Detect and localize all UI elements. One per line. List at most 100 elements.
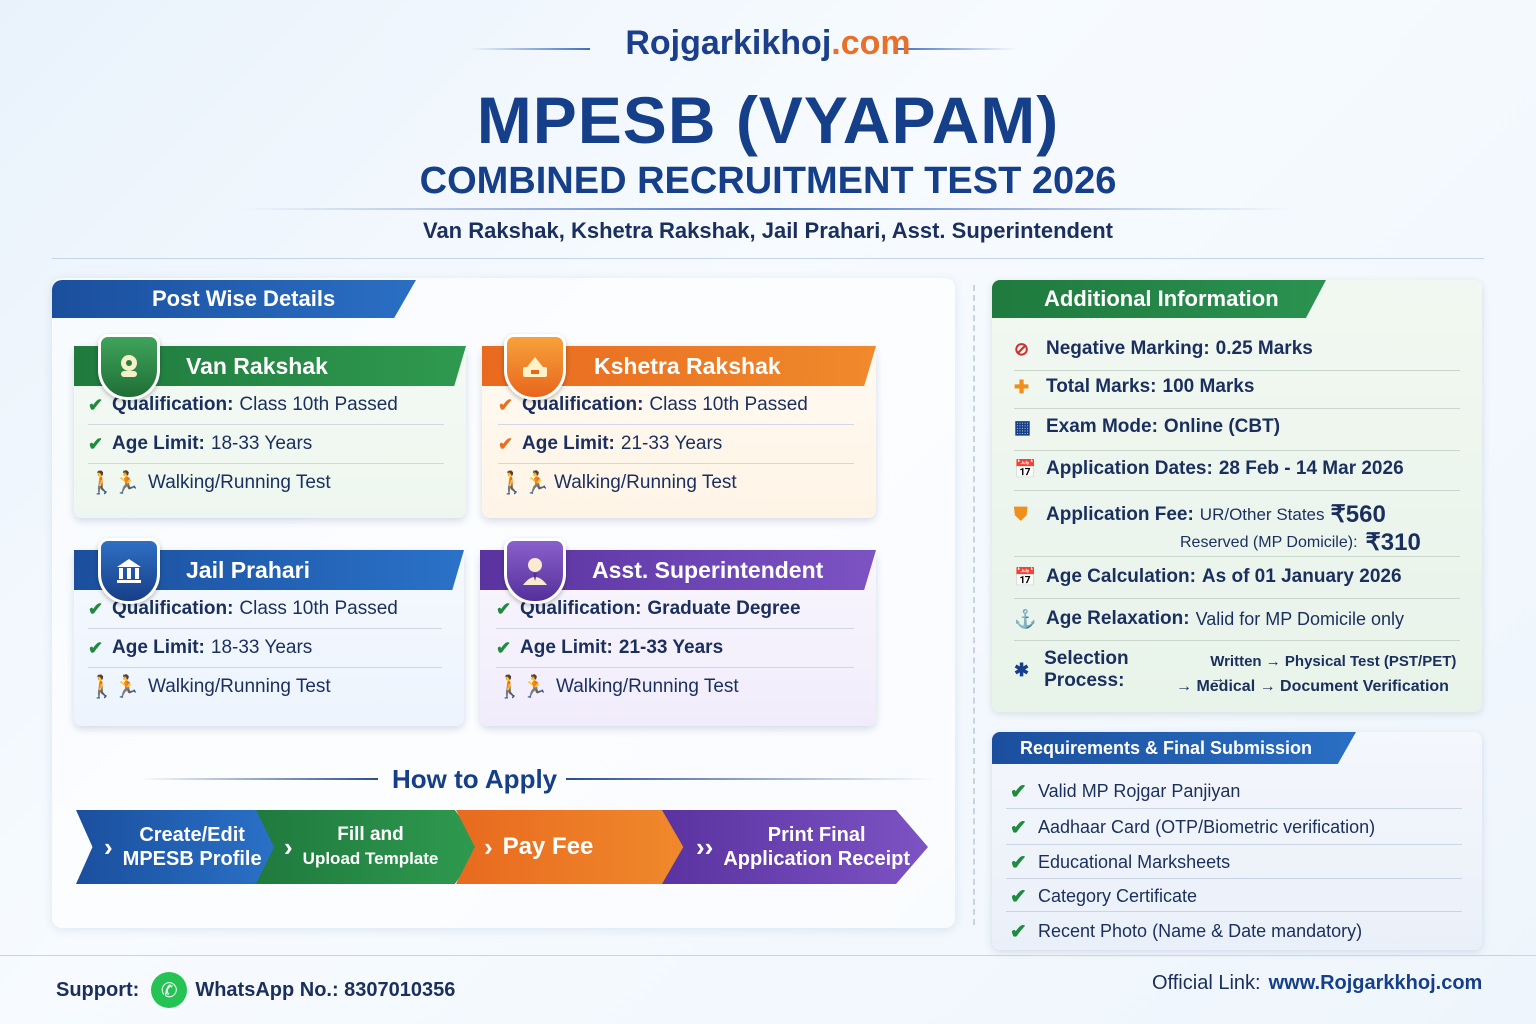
page-subtitle-main: COMBINED RECRUITMENT TEST 2026 [419, 160, 1117, 202]
chevron-right-icon: › [484, 831, 493, 862]
whatsapp-number[interactable]: WhatsApp No.: 8307010356 [195, 978, 456, 1001]
row-divider [1014, 490, 1460, 491]
row-divider [88, 463, 444, 464]
qualification-row: ✔ Qualification: Class 10th Passed [88, 598, 398, 619]
requirement-item: ✔ Category Certificate [1010, 885, 1198, 908]
card-title-van-rakshak: Van Rakshak [74, 346, 466, 386]
test-row: 🚶🏃 Walking/Running Test [496, 674, 739, 699]
anchor-icon: ⚓ [1014, 608, 1037, 629]
calendar-grid-icon: ▦ [1014, 416, 1032, 437]
step-create-profile[interactable]: › Create/Edit MPESB Profile [76, 810, 282, 884]
support-info: Support: ✆ WhatsApp No.: 8307010356 [56, 972, 455, 1008]
brand-main: Rojgarkikhoj [625, 24, 832, 62]
walking-icon: 🚶🏃 [498, 470, 551, 495]
walking-icon: 🚶🏃 [88, 674, 141, 699]
check-icon: ✔ [498, 394, 514, 415]
test-row: 🚶🏃 Walking/Running Test [498, 470, 737, 495]
row-divider [1014, 408, 1460, 409]
field-guard-icon [504, 334, 566, 400]
prison-building-icon [98, 538, 160, 604]
row-divider [1006, 808, 1462, 809]
check-icon: ✔ [1010, 851, 1027, 874]
step-fill-upload[interactable]: › Fill and Upload Template [256, 810, 482, 884]
official-link[interactable]: www.Rojgarkkhoj.com [1268, 972, 1483, 994]
title-divider [240, 208, 1296, 210]
card-jail-prahari: Jail Prahari ✔ Qualification: Class 10th P… [74, 550, 464, 726]
check-icon: ✔ [1010, 780, 1027, 803]
test-row: 🚶🏃 Walking/Running Test [88, 674, 331, 699]
walking-icon: 🚶🏃 [88, 470, 141, 495]
additional-info-tab: Additional Information [992, 280, 1326, 318]
row-divider [1006, 911, 1462, 912]
check-icon: ✔ [1010, 920, 1027, 943]
calendar-icon: 📅 [1014, 458, 1037, 479]
brand-tld: .com [831, 24, 911, 62]
brand-logo[interactable]: Rojgarkikhoj.com [0, 24, 1536, 63]
chevron-right-icon: ›› [696, 831, 714, 862]
fee-shield-icon: ⛊ [1014, 504, 1028, 524]
row-divider [498, 463, 854, 464]
process-gear-icon: ✱ [1014, 659, 1030, 680]
check-icon: ✔ [498, 433, 514, 454]
requirement-item: ✔ Aadhaar Card (OTP/Biometric verificatio… [1010, 816, 1376, 839]
requirements-panel [992, 732, 1482, 950]
step-pay-fee[interactable]: › Pay Fee [456, 810, 692, 884]
total-marks-row: ✚ Total Marks: 100 Marks [1014, 376, 1255, 397]
row-divider [1014, 370, 1460, 371]
forest-guard-icon [98, 334, 160, 400]
check-icon: ✔ [496, 637, 512, 658]
row-divider [496, 628, 854, 629]
support-label: Support: [56, 978, 140, 1001]
brand-line-right [896, 48, 1016, 50]
requirement-item: ✔ Educational Marksheets [1010, 851, 1231, 874]
age-relaxation-row: ⚓ Age Relaxation: Valid for MP Domicile on… [1014, 608, 1404, 629]
apply-line-left [140, 778, 378, 780]
selection-process-row: ✱ Selection Process: Written → Physical Te… [1014, 648, 1457, 691]
chevron-right-icon: › [104, 831, 113, 862]
brand-line-left [470, 48, 590, 50]
row-divider [1014, 598, 1460, 599]
check-icon: ✔ [88, 598, 104, 619]
age-calculation-row: 📅 Age Calculation: As of 01 January 2026 [1014, 566, 1402, 587]
column-divider [973, 285, 975, 925]
walking-icon: 🚶🏃 [496, 674, 549, 699]
row-divider [1014, 450, 1460, 451]
application-fee-row: ⛊ Application Fee: UR/Other States ₹560 [1014, 501, 1386, 528]
calendar-icon: 📅 [1014, 566, 1037, 587]
row-divider [1006, 844, 1462, 845]
row-divider [496, 667, 854, 668]
chevron-right-icon: › [284, 831, 293, 862]
step-print-receipt[interactable]: ›› Print Final Application Receipt [662, 810, 928, 884]
posts-subtitle: Van Rakshak, Kshetra Rakshak, Jail Praha… [422, 218, 1113, 243]
age-row: ✔ Age Limit: 21-33 Years [498, 433, 723, 454]
apply-line-right [566, 778, 936, 780]
requirements-tab: Requirements & Final Submission [992, 732, 1356, 764]
check-icon: ✔ [1010, 885, 1027, 908]
check-icon: ✔ [88, 433, 104, 454]
check-icon: ✔ [1010, 816, 1027, 839]
row-divider [88, 424, 444, 425]
official-link-info: Official Link: www.Rojgarkkhoj.com [1152, 972, 1482, 995]
whatsapp-icon[interactable]: ✆ [151, 972, 188, 1008]
reserved-fee-row: Reserved (MP Domicile): ₹310 [1180, 529, 1421, 556]
check-icon: ✔ [88, 637, 104, 658]
page-title: MPESB (VYAPAM) [476, 83, 1060, 157]
row-divider [1014, 556, 1460, 557]
exam-mode-row: ▦ Exam Mode: Online (CBT) [1014, 416, 1281, 437]
requirement-item: ✔ Valid MP Rojgar Panjiyan [1010, 780, 1241, 803]
officer-icon [504, 538, 566, 604]
post-wise-tab: Post Wise Details [52, 280, 416, 318]
requirement-item: ✔ Recent Photo (Name & Date mandatory) [1010, 920, 1363, 943]
application-dates-row: 📅 Application Dates: 28 Feb - 14 Mar 2026 [1014, 458, 1404, 479]
selection-process-row-2: → Medical → Document Verification [1176, 678, 1449, 695]
negative-marking-row: ⊘ Negative Marking: 0.25 Marks [1014, 338, 1313, 359]
check-icon: ✔ [496, 598, 512, 619]
row-divider [88, 628, 442, 629]
test-row: 🚶🏃 Walking/Running Test [88, 470, 331, 495]
row-divider [498, 424, 854, 425]
age-row: ✔ Age Limit: 21-33 Years [496, 637, 724, 658]
header-divider [52, 258, 1484, 259]
qualification-row: ✔ Qualification: Class 10th Passed [498, 394, 808, 415]
row-divider [1014, 640, 1460, 641]
card-van-rakshak: Van Rakshak ✔ Qualification: Class 10th Pa… [74, 346, 466, 518]
